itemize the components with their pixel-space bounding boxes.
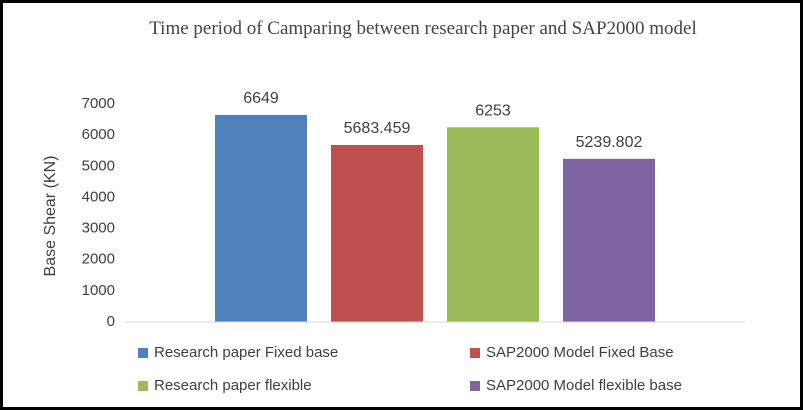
y-tick-label: 6000 [82,126,115,143]
y-tick-label: 2000 [82,251,115,268]
data-label: 5683.459 [344,120,411,137]
legend-label: SAP2000 Model Fixed Base [486,344,674,361]
legend-label: Research paper Fixed base [154,344,338,361]
y-tick-label: 3000 [82,220,115,237]
data-label: 6649 [243,90,279,107]
y-tick-label: 1000 [82,282,115,299]
y-tick-label: 4000 [82,188,115,205]
data-label: 5239.802 [576,134,643,151]
y-tick-label: 5000 [82,157,115,174]
legend-swatch [470,348,480,358]
bar [215,114,307,322]
data-label: 6253 [475,102,511,119]
bar [563,158,655,322]
legend-label: Research paper flexible [154,377,312,394]
chart: Base Shear (KN) 0 1000 2000 3000 4000 5000 600… [42,90,745,394]
legend-swatch [138,348,148,358]
y-axis-label: Base Shear (KN) [42,156,59,277]
legend-label: SAP2000 Model flexible base [486,377,682,394]
bar [447,127,539,322]
y-tick-label: 0 [107,313,115,330]
bar [331,145,423,322]
legend-swatch [138,381,148,391]
chart-title: Time period of Camparing between researc… [149,18,697,39]
y-tick-label: 7000 [82,95,115,112]
legend-swatch [470,381,480,391]
